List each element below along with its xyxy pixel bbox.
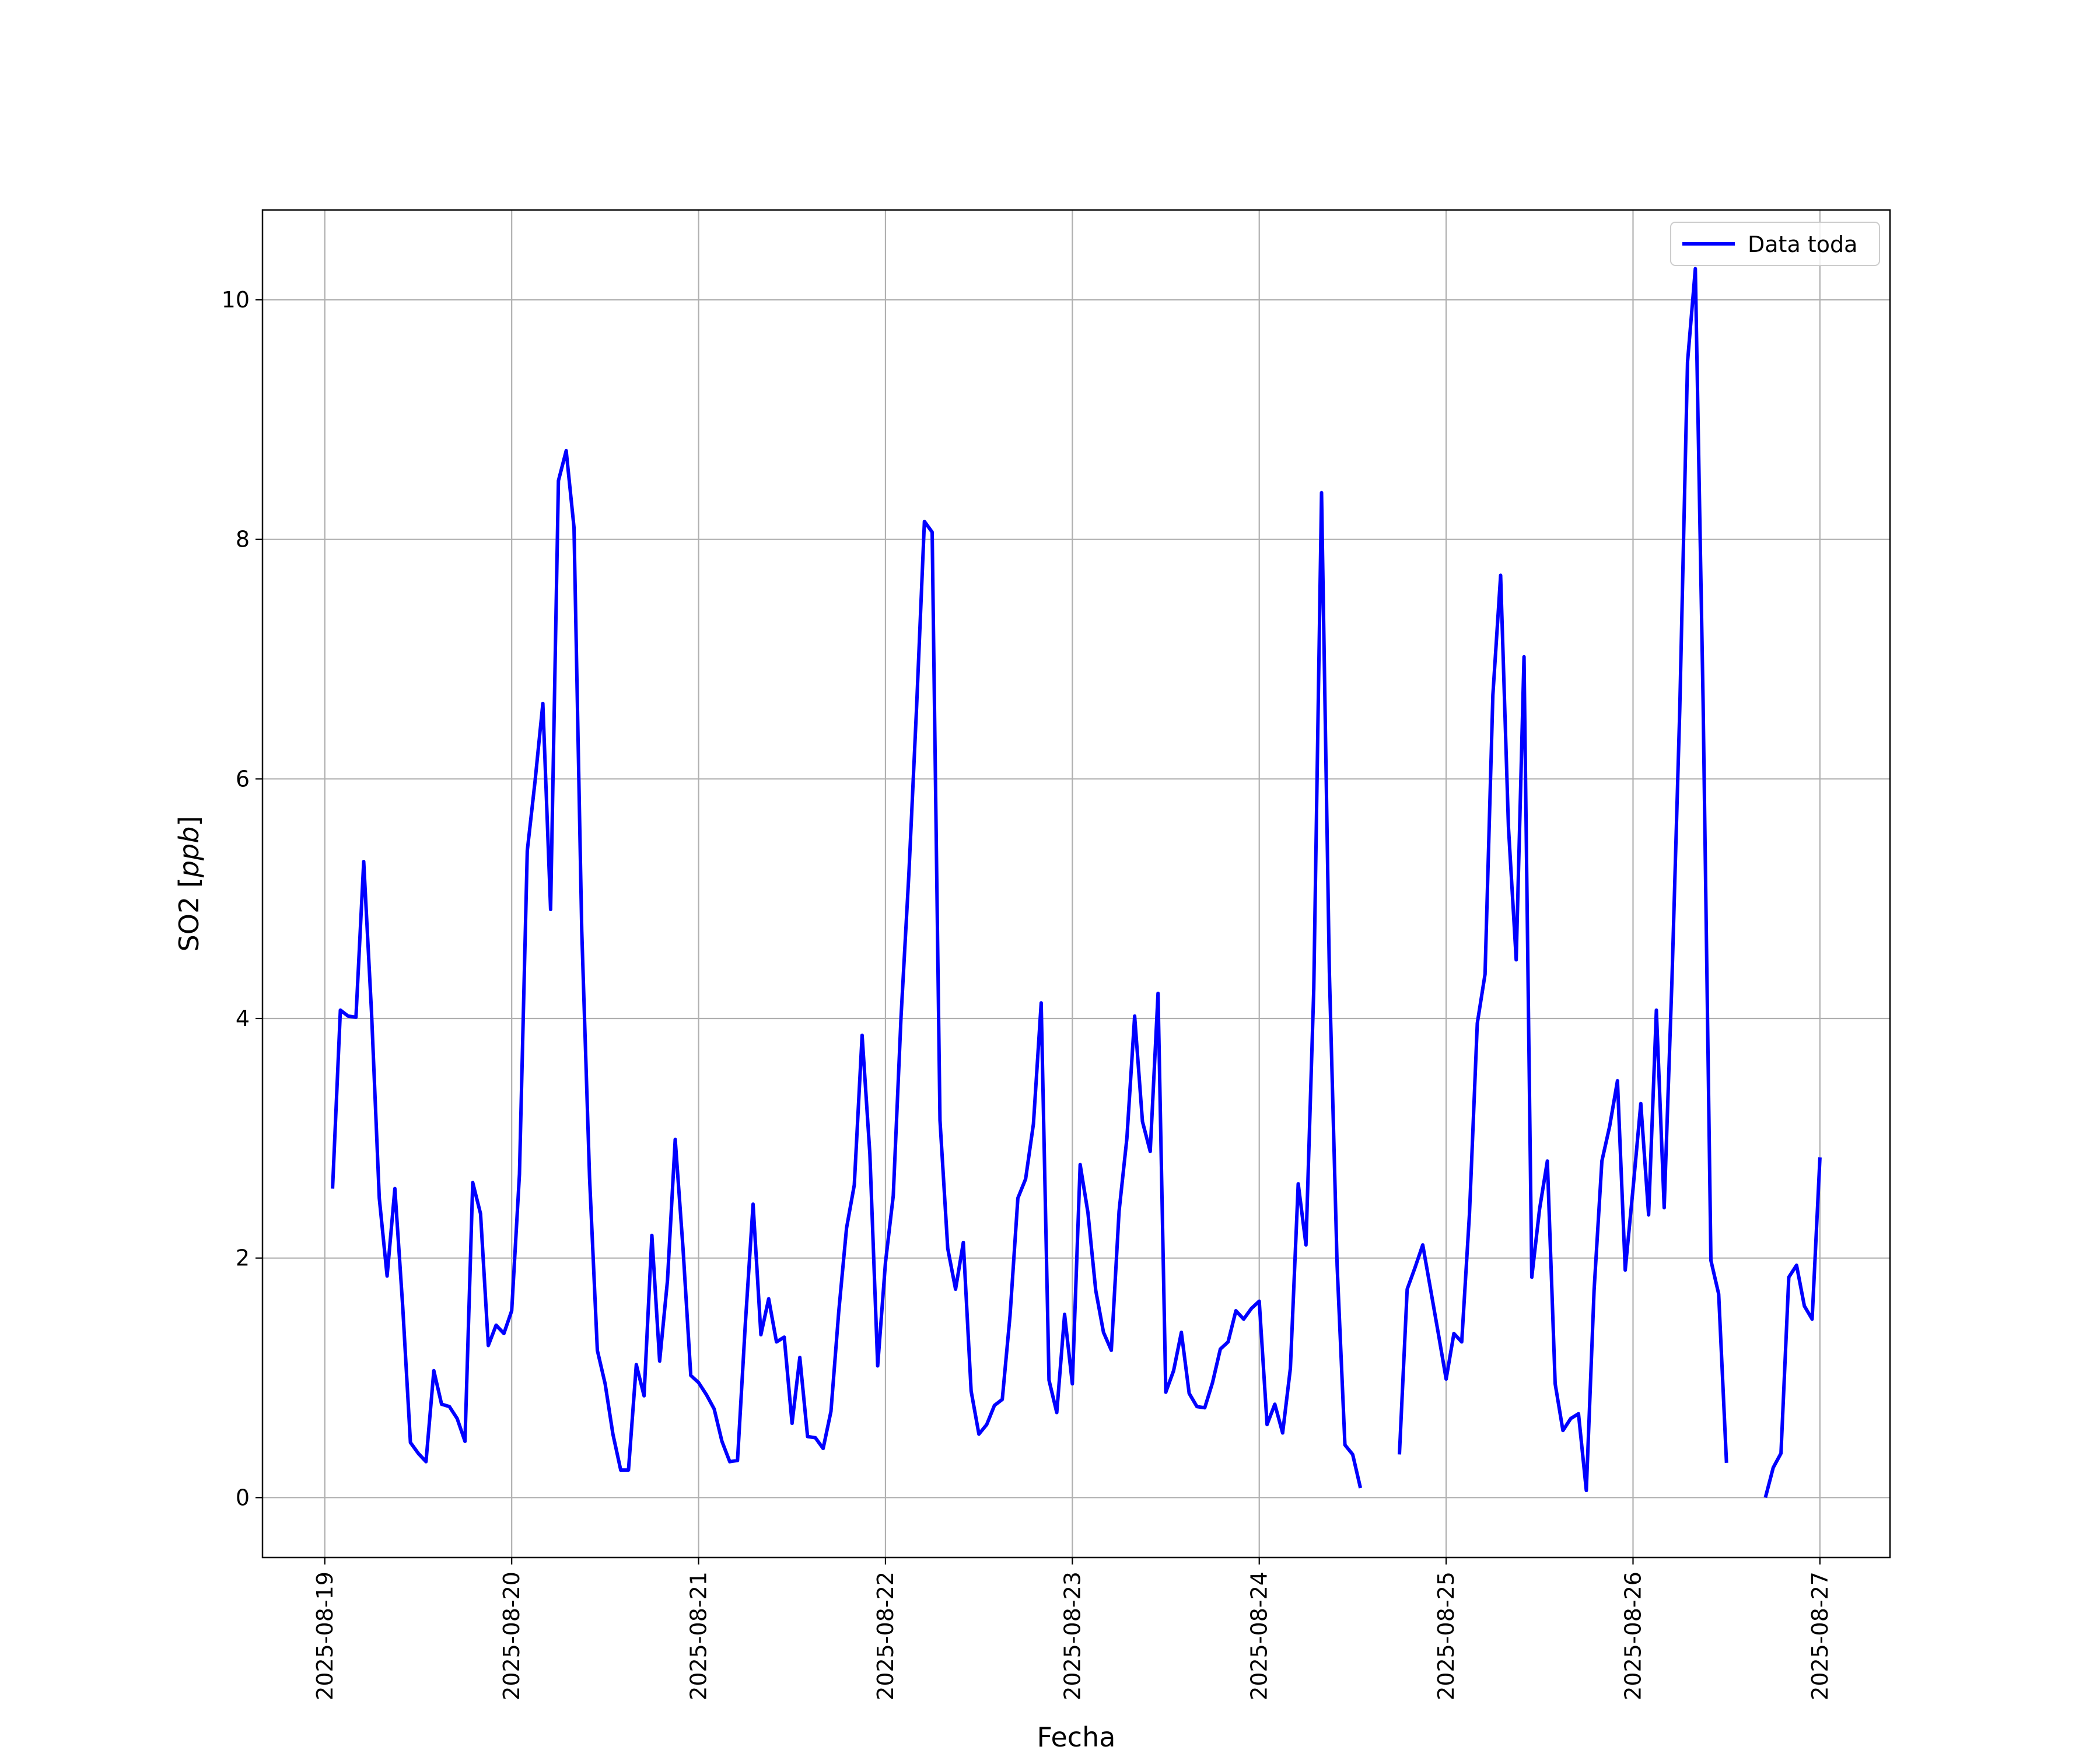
- x-tick-label: 2025-08-25: [1433, 1572, 1459, 1700]
- y-axis-label-part: SO2 [: [173, 877, 205, 951]
- x-axis-label: Fecha: [1037, 1721, 1116, 1750]
- x-tick-label: 2025-08-20: [499, 1572, 524, 1700]
- x-tick-label: 2025-08-27: [1807, 1572, 1833, 1700]
- y-axis-label: SO2 [ppb]: [173, 816, 205, 952]
- x-tick-label: 2025-08-26: [1620, 1572, 1646, 1700]
- y-axis-label-unit: ppb: [173, 827, 205, 878]
- y-tick-label: 6: [236, 766, 250, 792]
- y-tick-label: 2: [236, 1245, 250, 1271]
- x-tick-label: 2025-08-23: [1059, 1572, 1085, 1700]
- x-tick-label: 2025-08-21: [686, 1572, 712, 1700]
- y-tick-label: 0: [236, 1485, 250, 1510]
- grid-lines: [262, 210, 1890, 1558]
- y-tick-label: 8: [236, 527, 250, 552]
- x-tick-label: 2025-08-19: [312, 1572, 338, 1700]
- y-tick-label: 4: [236, 1006, 250, 1031]
- legend: Data toda: [1670, 222, 1880, 266]
- legend-box: [1670, 222, 1880, 266]
- series-line: [331, 267, 1822, 1499]
- y-tick-label: 10: [222, 287, 250, 313]
- axis-ticks: 0 2 4 6 8 10 2025-08-19 2025-08-20 2025-08-21 202…: [222, 287, 1833, 1700]
- x-tick-label: 2025-08-24: [1247, 1572, 1272, 1700]
- plot-frame: [261, 209, 1891, 1559]
- legend-label: Data toda: [1748, 232, 1857, 257]
- y-axis-label-part: ]: [173, 816, 205, 827]
- x-tick-label: 2025-08-22: [873, 1572, 898, 1700]
- series-layer: [331, 267, 1822, 1499]
